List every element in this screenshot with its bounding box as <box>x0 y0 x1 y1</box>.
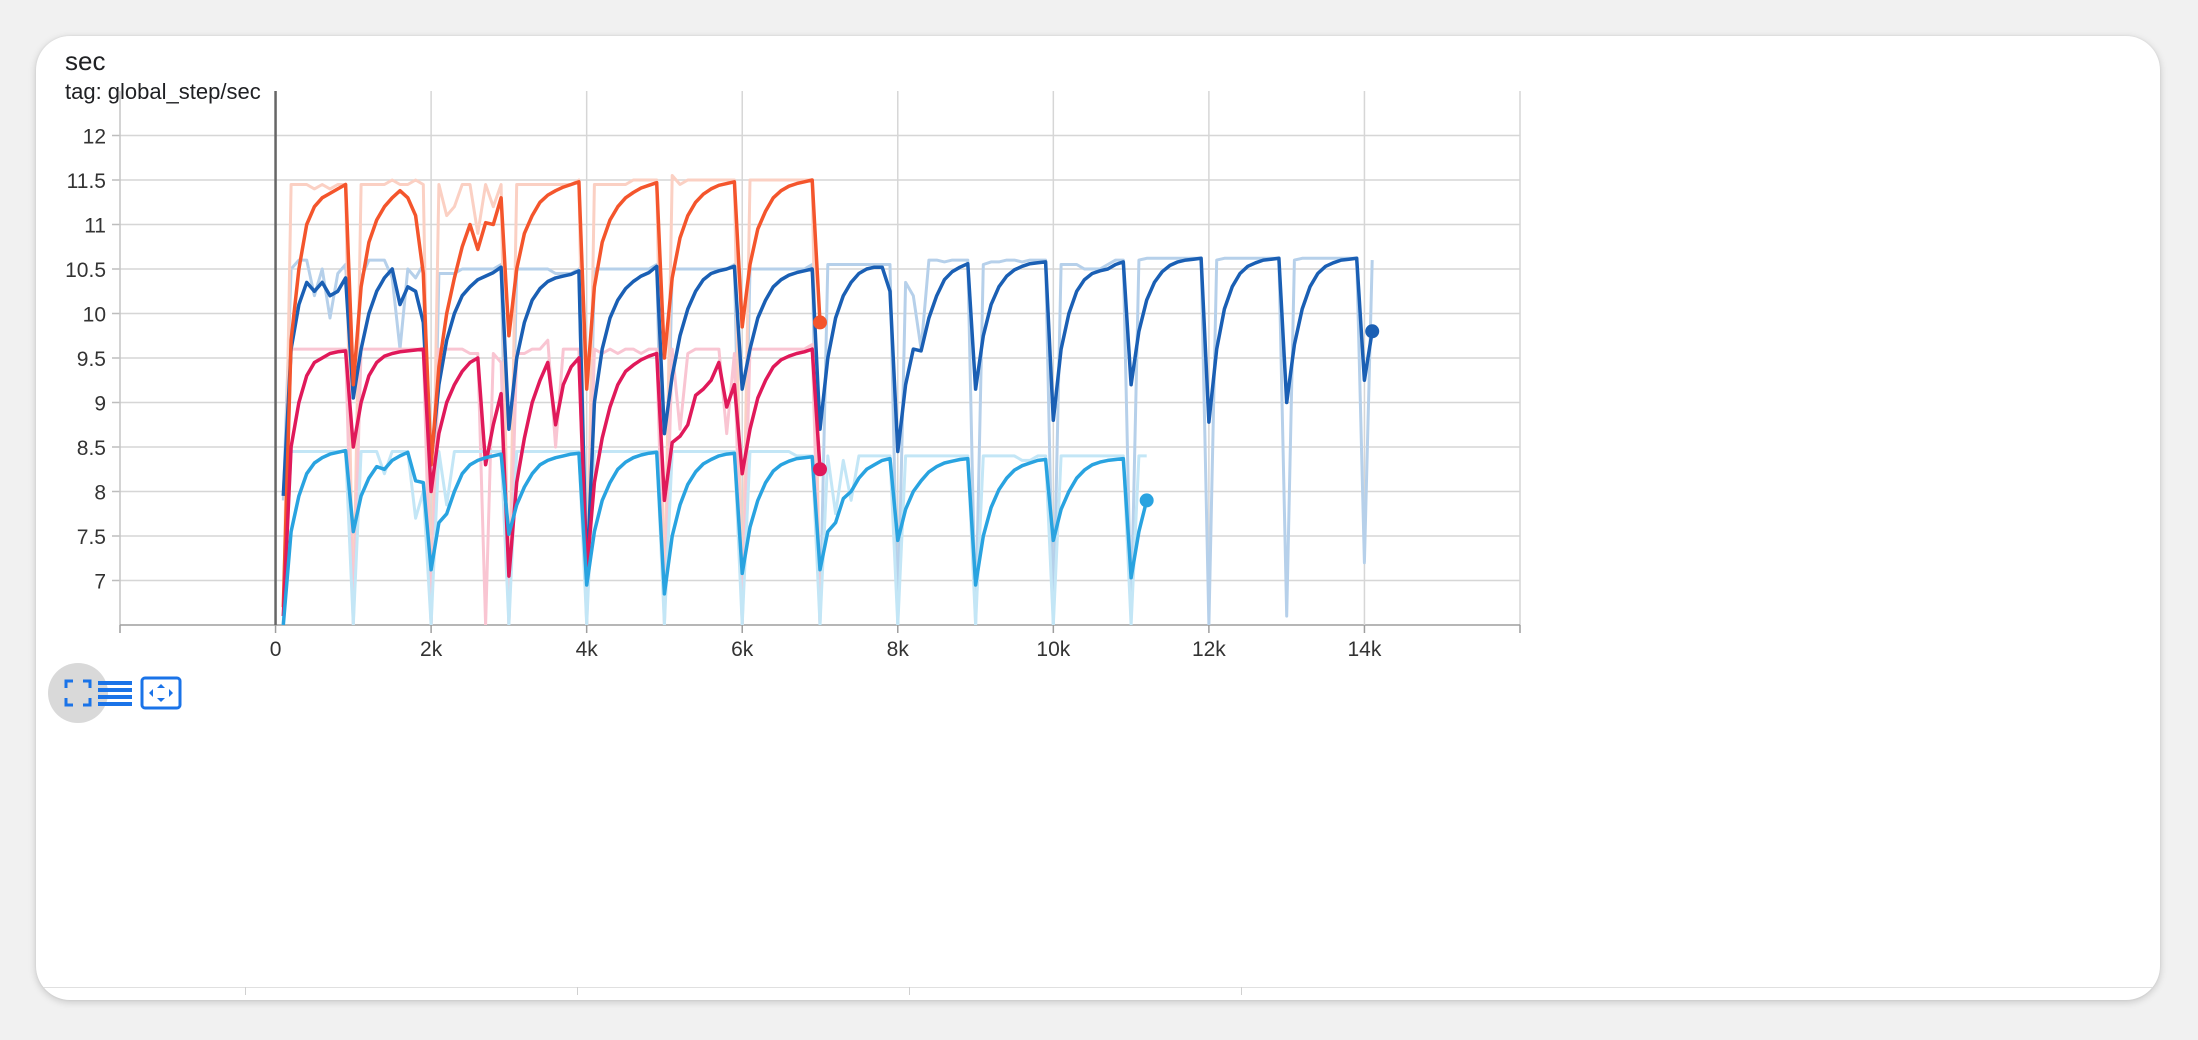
divider-tick <box>245 987 246 995</box>
scalar-card: sec tag: global_step/sec 7 7.5 8 8.5 9 9.5 10 1… <box>36 36 2160 1000</box>
x-tick-label: 0 <box>270 638 282 661</box>
fullscreen-corners-icon <box>64 679 92 707</box>
series-3-end-marker <box>1139 493 1154 508</box>
card-subtitle: tag: global_step/sec <box>65 79 261 104</box>
series-3-smoothed-line <box>281 448 1149 625</box>
series-3-raw-line <box>281 450 1147 625</box>
x-tick-label: 6k <box>731 638 754 661</box>
fit-to-data-button[interactable] <box>131 663 191 723</box>
toggle-log-button[interactable] <box>85 663 145 723</box>
list-lines-icon <box>98 681 132 706</box>
divider-tick <box>577 987 578 995</box>
y-tick-label: 12 <box>83 126 106 149</box>
y-tick-label: 11 <box>84 215 106 238</box>
divider-tick <box>909 987 910 995</box>
x-tick-label: 12k <box>1192 638 1226 661</box>
fit-screen-icon <box>140 676 182 710</box>
y-tick-label: 10 <box>83 304 106 327</box>
x-tick-label: 4k <box>576 638 599 661</box>
y-tick-label: 7.5 <box>77 526 106 549</box>
x-tick-label: 14k <box>1348 638 1382 661</box>
x-tick-label: 8k <box>887 638 910 661</box>
divider-tick <box>1241 987 1242 995</box>
y-tick-label: 8.5 <box>77 437 106 460</box>
series-2-end-marker <box>813 462 827 477</box>
y-tick-label: 10.5 <box>65 259 106 282</box>
card-title: sec <box>65 46 106 76</box>
series-0-end-marker <box>1365 324 1380 339</box>
series-1-smoothed-line <box>281 178 822 608</box>
series-1-raw-line <box>281 174 822 625</box>
y-tick-label: 8 <box>94 482 106 505</box>
card-bottom-divider <box>36 987 2160 988</box>
y-tick-label: 7 <box>94 571 106 594</box>
x-tick-label: 10k <box>1036 638 1070 661</box>
series-1-end-marker <box>813 315 827 330</box>
y-tick-label: 11.5 <box>67 170 106 193</box>
series-2-smoothed-line <box>281 347 822 617</box>
x-tick-label: 2k <box>420 638 443 661</box>
y-tick-label: 9 <box>94 393 106 416</box>
line-chart[interactable]: 7 7.5 8 8.5 9 9.5 10 10.5 11 11.5 12 0 2k 4k 6k 8k 10k 12… <box>36 36 2160 1000</box>
y-tick-label: 9.5 <box>77 348 106 371</box>
fit-domain-button[interactable] <box>48 663 108 723</box>
series-0-smoothed-line <box>281 256 1374 583</box>
